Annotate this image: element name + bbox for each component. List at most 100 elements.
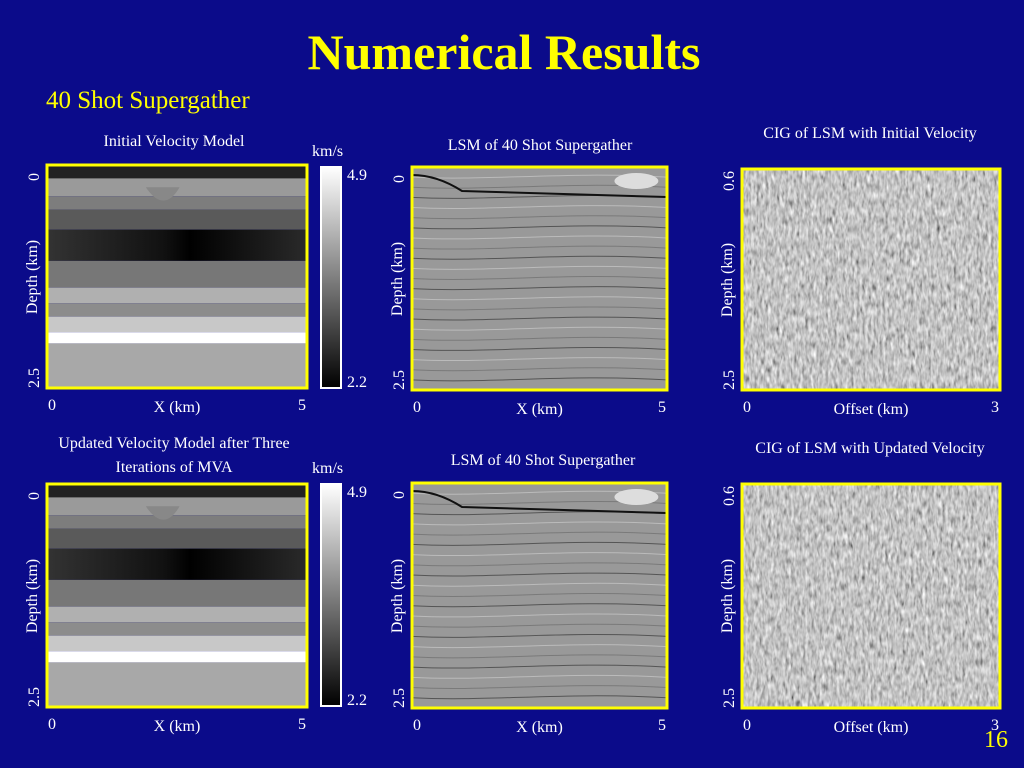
x-tick-label: 0 <box>743 399 751 416</box>
layer <box>47 287 307 304</box>
y-tick-label: 2.5 <box>26 687 43 707</box>
layer <box>47 548 307 580</box>
layer <box>47 635 307 652</box>
reflector <box>411 695 668 700</box>
image-bg <box>742 169 1000 390</box>
y-tick-label: 0 <box>26 492 43 500</box>
colorbar-max: 4.9 <box>347 484 367 501</box>
image-frame <box>410 165 669 392</box>
x-tick-label: 0 <box>48 397 56 414</box>
y-tick-label: 0 <box>26 173 43 181</box>
colorbar <box>320 166 342 389</box>
x-axis-label: Offset (km) <box>833 401 909 418</box>
top-layer <box>47 165 307 179</box>
panel-title: CIG of LSM with Updated Velocity <box>755 440 985 457</box>
image-frame <box>410 481 669 710</box>
reflector <box>411 644 668 649</box>
y-tick-label: 0.6 <box>721 486 738 506</box>
layer <box>47 316 307 333</box>
layer <box>47 303 307 317</box>
panel-title: LSM of 40 Shot Supergather <box>447 137 633 154</box>
panel-title: CIG of LSM with Initial Velocity <box>763 125 977 142</box>
colorbar-max: 4.9 <box>347 167 367 184</box>
y-tick-label: 0.6 <box>721 171 738 191</box>
reflector <box>411 326 668 331</box>
layer <box>47 606 307 623</box>
salt-body <box>145 506 180 520</box>
layer <box>47 622 307 636</box>
x-axis-label: X (km) <box>153 718 201 735</box>
reflector <box>411 541 668 546</box>
reflector <box>411 582 668 587</box>
y-tick-label: 0 <box>391 491 408 499</box>
reflector <box>411 316 668 321</box>
reflector <box>411 367 668 372</box>
image-bg <box>742 484 1000 708</box>
reflector <box>411 336 668 341</box>
layer <box>47 343 307 388</box>
bright-spot <box>614 173 659 189</box>
reflector <box>411 603 668 608</box>
x-axis-label: X (km) <box>153 399 201 416</box>
y-axis-label: Depth (km) <box>389 558 406 633</box>
reflector <box>411 613 668 618</box>
layer <box>47 651 307 663</box>
y-tick-label: 2.5 <box>391 688 408 708</box>
y-tick-label: 2.5 <box>391 370 408 390</box>
top-layer <box>47 484 307 498</box>
x-tick-label: 0 <box>413 399 421 416</box>
subtitle: 40 Shot Supergather <box>46 87 250 114</box>
y-axis-label: Depth (km) <box>389 241 406 316</box>
panel-title: Initial Velocity Model <box>103 133 245 150</box>
y-axis-label: Depth (km) <box>24 239 41 314</box>
x-tick-label: 0 <box>413 717 421 734</box>
layer <box>47 579 307 607</box>
y-tick-label: 2.5 <box>721 370 738 390</box>
layer <box>47 209 307 230</box>
x-tick-label: 0 <box>48 716 56 733</box>
image-bg <box>412 167 667 390</box>
layer <box>47 515 307 529</box>
y-axis-label: Depth (km) <box>719 558 736 634</box>
reflector <box>411 654 668 659</box>
colorbar <box>320 483 342 707</box>
reflector <box>411 245 668 250</box>
layer <box>47 662 307 707</box>
y-tick-label: 2.5 <box>26 368 43 388</box>
x-tick-label: 5 <box>658 399 666 416</box>
reflector <box>411 306 668 311</box>
image-bg <box>412 483 667 708</box>
panel-title: LSM of 40 Shot Supergather <box>450 452 636 469</box>
layer <box>47 229 307 261</box>
reflector <box>411 205 668 210</box>
reflector <box>411 593 668 597</box>
reflector <box>411 685 668 690</box>
sea-floor <box>411 174 668 198</box>
reflector <box>411 276 668 280</box>
slide-title: Numerical Results <box>307 24 701 80</box>
reflector <box>411 225 668 230</box>
x-tick-label: 3 <box>991 717 999 734</box>
reflector <box>411 562 668 567</box>
x-tick-label: 5 <box>298 397 306 414</box>
reflector <box>411 265 668 270</box>
image-frame <box>45 482 309 709</box>
x-tick-label: 5 <box>658 717 666 734</box>
reflector <box>411 235 668 240</box>
reflector <box>411 377 668 382</box>
x-tick-label: 5 <box>298 716 306 733</box>
reflector <box>411 572 668 577</box>
colorbar-unit: km/s <box>312 460 344 477</box>
y-axis-label: Depth (km) <box>719 242 736 317</box>
reflector <box>411 552 668 557</box>
sea-floor <box>411 490 668 514</box>
colorbar-min: 2.2 <box>347 692 367 709</box>
y-tick-label: 2.5 <box>721 688 738 708</box>
reflector <box>411 286 668 291</box>
reflector <box>411 674 668 679</box>
layer <box>47 332 307 344</box>
reflector <box>411 357 668 362</box>
reflector <box>411 215 668 220</box>
